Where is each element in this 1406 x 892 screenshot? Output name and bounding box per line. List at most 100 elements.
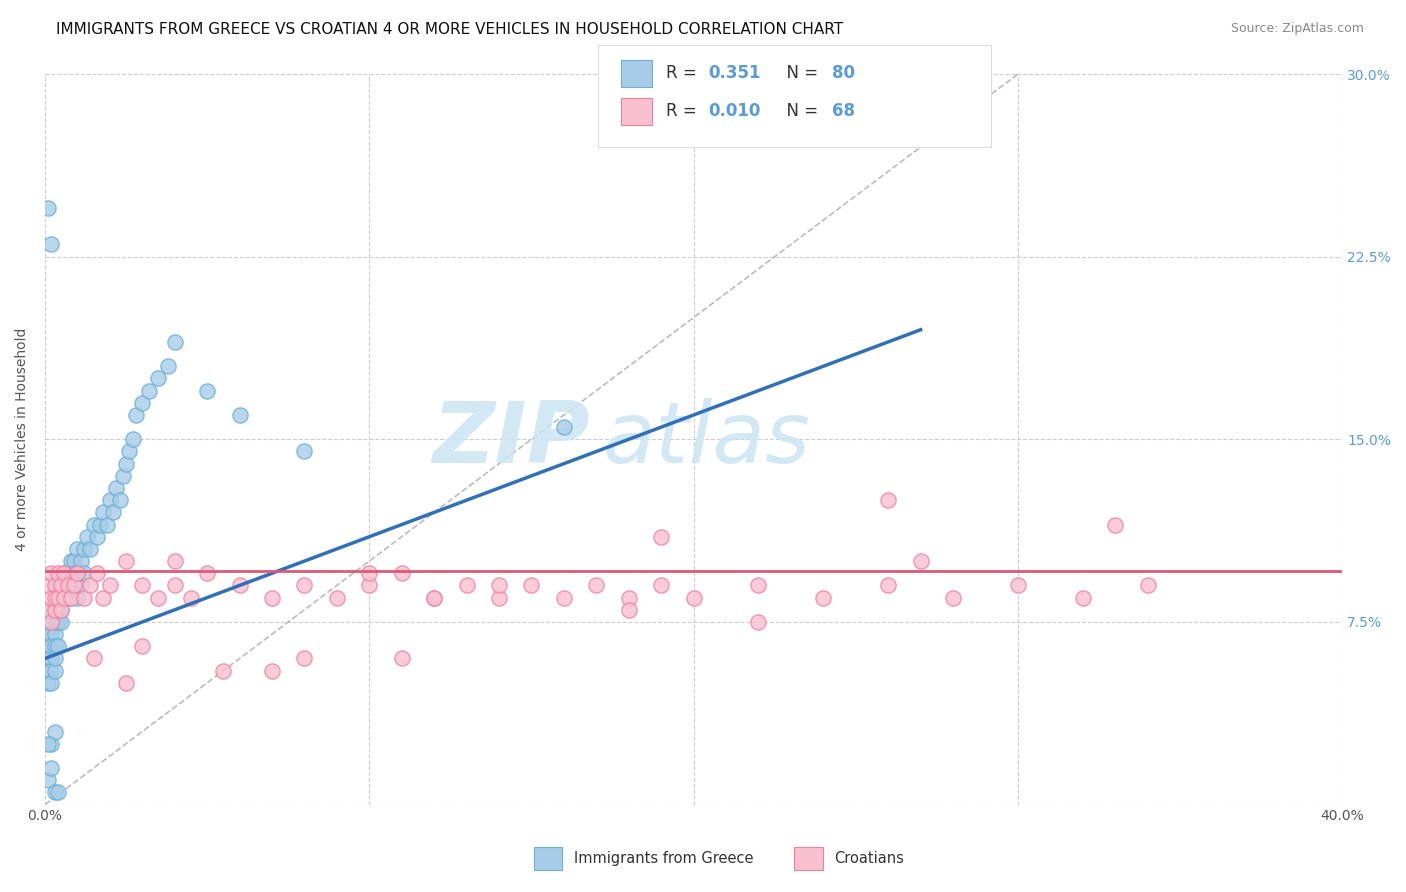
Text: R =: R = [666, 103, 703, 120]
Point [37, 664, 59, 678]
Point [79, 541, 101, 556]
Point [115, 676, 138, 690]
Point [53, 566, 76, 581]
Point [44, 664, 66, 678]
Point [46, 640, 69, 654]
Point [46, 615, 69, 629]
Point [617, 591, 640, 605]
Point [46, 785, 69, 799]
Point [73, 541, 96, 556]
Point [131, 640, 153, 654]
Point [359, 566, 381, 581]
Point [294, 444, 316, 458]
Point [111, 468, 134, 483]
Point [46, 578, 69, 592]
Point [520, 578, 543, 592]
Point [41, 615, 63, 629]
Point [56, 578, 79, 592]
Point [228, 578, 250, 592]
Point [59, 591, 82, 605]
Point [76, 530, 98, 544]
Point [228, 408, 250, 422]
Point [51, 603, 73, 617]
Point [1104, 517, 1126, 532]
Point [46, 566, 69, 581]
Point [44, 615, 66, 629]
Text: 0.010: 0.010 [709, 103, 761, 120]
Point [650, 530, 672, 544]
Point [488, 578, 510, 592]
Point [115, 554, 138, 568]
Point [37, 603, 59, 617]
Point [212, 664, 235, 678]
Point [44, 640, 66, 654]
Point [391, 566, 413, 581]
Point [682, 591, 704, 605]
Point [98, 578, 121, 592]
Point [105, 481, 128, 495]
Point [108, 493, 131, 508]
Text: R =: R = [666, 64, 703, 82]
Point [41, 664, 63, 678]
Point [69, 554, 91, 568]
Point [69, 578, 91, 592]
Point [260, 591, 283, 605]
Point [89, 517, 111, 532]
Point [46, 603, 69, 617]
Point [41, 761, 63, 775]
Point [46, 591, 69, 605]
Text: N =: N = [776, 64, 824, 82]
Point [37, 201, 59, 215]
Point [41, 737, 63, 751]
Point [163, 334, 186, 349]
Text: 80: 80 [832, 64, 855, 82]
Point [456, 578, 478, 592]
Point [359, 578, 381, 592]
Point [1071, 591, 1094, 605]
Point [163, 554, 186, 568]
Point [37, 676, 59, 690]
Point [44, 578, 66, 592]
Point [44, 603, 66, 617]
Point [63, 566, 86, 581]
Point [942, 591, 965, 605]
Point [37, 578, 59, 592]
Text: Immigrants from Greece: Immigrants from Greece [574, 851, 754, 865]
Point [51, 615, 73, 629]
Point [83, 651, 105, 665]
Point [195, 566, 218, 581]
Point [157, 359, 180, 374]
Point [41, 566, 63, 581]
Point [51, 578, 73, 592]
Point [44, 651, 66, 665]
Point [195, 384, 218, 398]
Point [747, 615, 769, 629]
Point [423, 591, 446, 605]
Point [747, 578, 769, 592]
Point [148, 591, 170, 605]
Point [51, 603, 73, 617]
Point [877, 578, 900, 592]
Text: 68: 68 [832, 103, 855, 120]
Point [44, 724, 66, 739]
Point [488, 591, 510, 605]
Point [148, 371, 170, 385]
Point [86, 530, 108, 544]
Point [73, 591, 96, 605]
Point [553, 591, 575, 605]
Point [59, 591, 82, 605]
Text: ZIP: ZIP [432, 398, 591, 481]
Point [44, 603, 66, 617]
Point [83, 517, 105, 532]
Point [41, 627, 63, 641]
Point [391, 651, 413, 665]
Text: 0.351: 0.351 [709, 64, 761, 82]
Point [101, 505, 124, 519]
Point [617, 603, 640, 617]
Point [46, 591, 69, 605]
Point [41, 237, 63, 252]
Point [86, 566, 108, 581]
Point [326, 591, 349, 605]
Point [813, 591, 835, 605]
Point [138, 384, 160, 398]
